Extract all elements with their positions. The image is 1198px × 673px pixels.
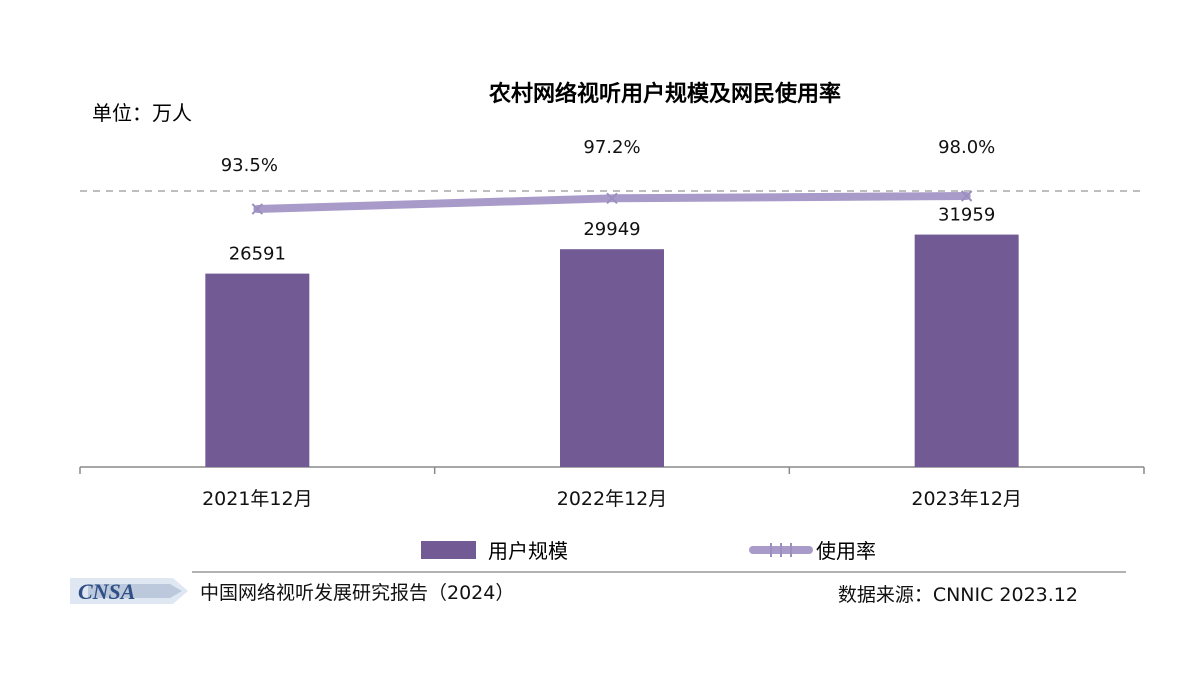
legend-marker-usage-rate [770, 543, 792, 557]
cnsa-logo-icon: CNSA [70, 574, 190, 608]
bar-value-labels: 26591 29949 31959 [229, 205, 996, 265]
unit-label: 单位：万人 [92, 101, 192, 125]
x-axis-labels: 2021年12月 2022年12月 2023年12月 [202, 488, 1022, 510]
usage-rate-labels: 93.5% 97.2% 98.0% [221, 137, 996, 176]
usage-rate-label: 97.2% [583, 137, 640, 158]
user-scale-bar [205, 273, 310, 467]
bar-value-label: 31959 [938, 205, 995, 226]
bar-series [205, 234, 1019, 467]
usage-rate-points [251, 190, 973, 215]
bar-value-label: 29949 [583, 219, 640, 240]
legend-label-user-scale: 用户规模 [488, 539, 568, 563]
x-axis-ticks [79, 467, 1145, 474]
cnsa-logo: CNSA [70, 574, 190, 608]
footer-left-text: 中国网络视听发展研究报告（2024） [200, 581, 515, 604]
legend-swatch-user-scale [421, 541, 476, 559]
bar-value-label: 26591 [229, 244, 286, 265]
legend-label-usage-rate: 使用率 [816, 539, 876, 563]
x-axis-label: 2022年12月 [557, 488, 668, 510]
usage-rate-point [606, 192, 618, 205]
user-scale-bar [914, 234, 1019, 467]
user-scale-bar [560, 249, 664, 467]
chart-title: 农村网络视听用户规模及网民使用率 [488, 81, 841, 107]
usage-rate-label: 98.0% [938, 137, 995, 158]
usage-rate-label: 93.5% [221, 155, 278, 176]
x-axis-label: 2021年12月 [202, 488, 313, 510]
footer-right-text: 数据来源：CNNIC 2023.12 [837, 584, 1078, 606]
x-axis-label: 2023年12月 [911, 488, 1022, 510]
usage-rate-point [251, 203, 264, 215]
svg-text:CNSA: CNSA [78, 579, 135, 604]
usage-rate-point [960, 190, 973, 202]
footer-left: CNSA 中国网络视听发展研究报告（2024） [70, 574, 514, 608]
